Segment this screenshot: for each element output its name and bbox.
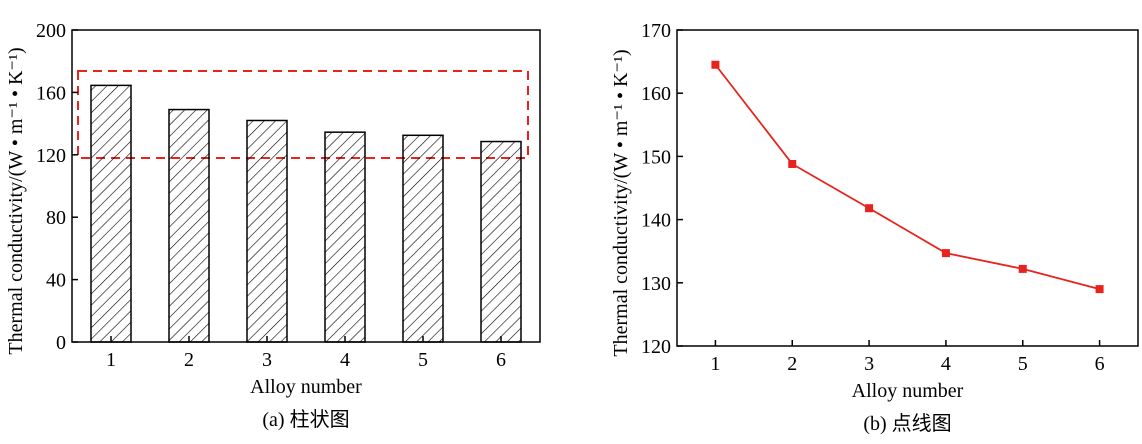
bar (168, 108, 210, 343)
x-tick-label: 1 (710, 353, 720, 375)
y-axis-label: Thermal conductivity/(W • m⁻¹ • K⁻¹) (610, 49, 632, 356)
point (865, 204, 874, 213)
x-tick-label: 4 (340, 349, 350, 371)
x-tick-label: 5 (418, 349, 428, 371)
y-tick-label: 160 (641, 83, 671, 105)
x-tick-label: 2 (184, 349, 194, 371)
point (1095, 285, 1104, 294)
y-tick-label: 80 (46, 207, 66, 229)
y-tick-label: 120 (641, 336, 671, 358)
x-tick-label: 3 (262, 349, 272, 371)
y-tick-label: 120 (36, 145, 66, 167)
y-tick-label: 170 (641, 20, 671, 42)
point (711, 60, 720, 69)
x-tick-label: 6 (1095, 353, 1105, 375)
y-tick-label: 40 (46, 270, 66, 292)
bar (402, 134, 444, 343)
caption: (a) 柱状图 (262, 408, 349, 431)
x-tick-label: 6 (496, 349, 506, 371)
y-tick-label: 130 (641, 273, 671, 295)
bar (246, 119, 288, 343)
bar (90, 84, 132, 343)
y-tick-label: 150 (641, 146, 671, 168)
caption: (b) 点线图 (863, 412, 951, 435)
y-tick-label: 140 (641, 210, 671, 232)
plot-frame (676, 29, 1139, 347)
point (1018, 264, 1027, 273)
plot-frame (71, 29, 541, 343)
x-axis-label: Alloy number (250, 376, 362, 398)
point (941, 249, 950, 258)
highlight-box (77, 70, 529, 159)
y-tick-label: 160 (36, 82, 66, 104)
bar (324, 131, 366, 343)
point (788, 159, 797, 168)
y-tick-label: 0 (56, 332, 66, 354)
bar (480, 140, 522, 343)
x-tick-label: 1 (106, 349, 116, 371)
x-tick-label: 2 (787, 353, 797, 375)
y-tick-label: 200 (36, 20, 66, 42)
y-axis-label: Thermal conductivity/(W • m⁻¹ • K⁻¹) (5, 47, 27, 354)
x-axis-label: Alloy number (852, 380, 964, 402)
x-tick-label: 5 (1018, 353, 1028, 375)
x-tick-label: 4 (941, 353, 951, 375)
line (714, 64, 1100, 290)
x-tick-label: 3 (864, 353, 874, 375)
